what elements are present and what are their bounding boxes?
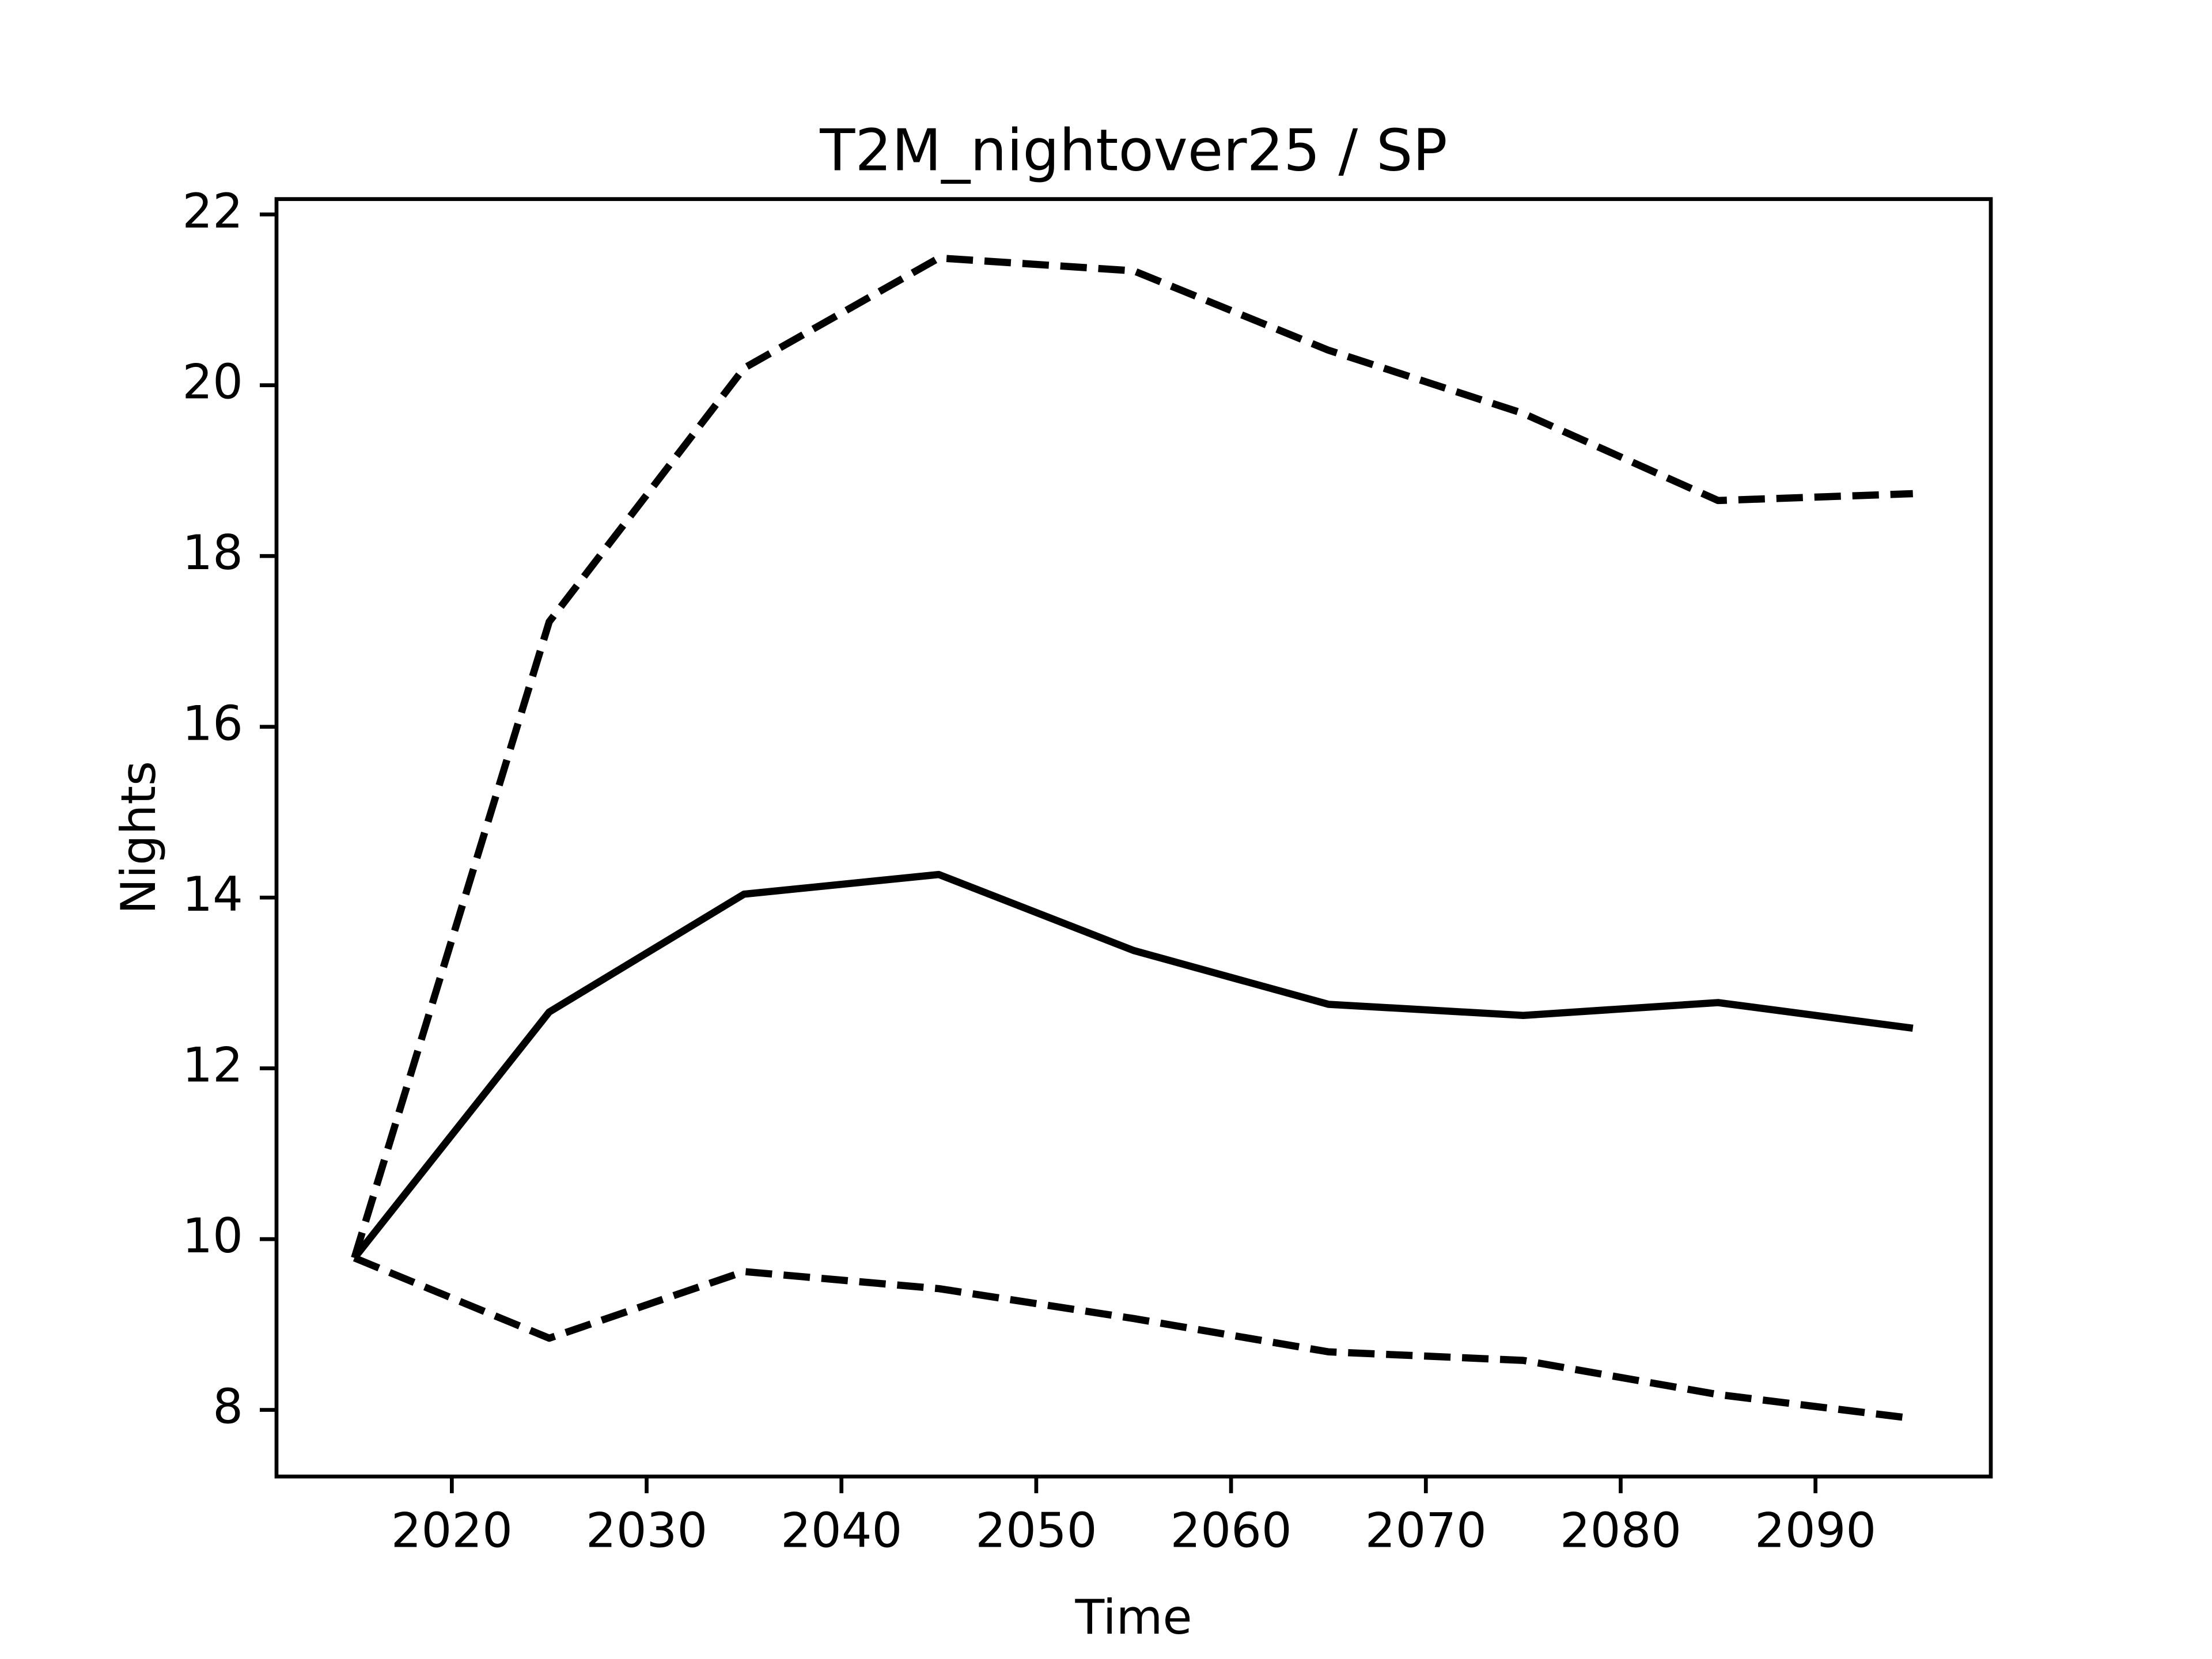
y-tick-label: 8 [213, 1379, 243, 1435]
plot-frame [274, 197, 1993, 1479]
x-tick-label: 2050 [975, 1503, 1097, 1559]
x-tick-label: 2040 [781, 1503, 902, 1559]
line [353, 1254, 1914, 1422]
x-tick-label: 2020 [391, 1503, 513, 1559]
y-axis-label: Nights [111, 761, 166, 914]
line [351, 254, 1913, 1259]
x-tick-label: 2070 [1365, 1503, 1487, 1559]
x-axis-label: Time [1074, 1589, 1192, 1645]
x-tick-label: 2080 [1560, 1503, 1681, 1559]
chart-title: T2M_nightover25 / SP [819, 116, 1448, 184]
y-tick-label: 12 [182, 1037, 243, 1093]
x-tick-label: 2030 [586, 1503, 707, 1559]
y-tick-label: 20 [182, 354, 243, 410]
y-tick-label: 16 [182, 696, 243, 752]
x-tick-label: 2060 [1170, 1503, 1291, 1559]
y-tick-label: 18 [182, 525, 243, 581]
y-tick-label: 10 [182, 1208, 243, 1264]
y-tick-label: 14 [182, 866, 243, 922]
y-tick-label: 22 [182, 183, 243, 239]
x-tick-label: 2090 [1755, 1503, 1876, 1559]
line [351, 870, 1914, 1260]
